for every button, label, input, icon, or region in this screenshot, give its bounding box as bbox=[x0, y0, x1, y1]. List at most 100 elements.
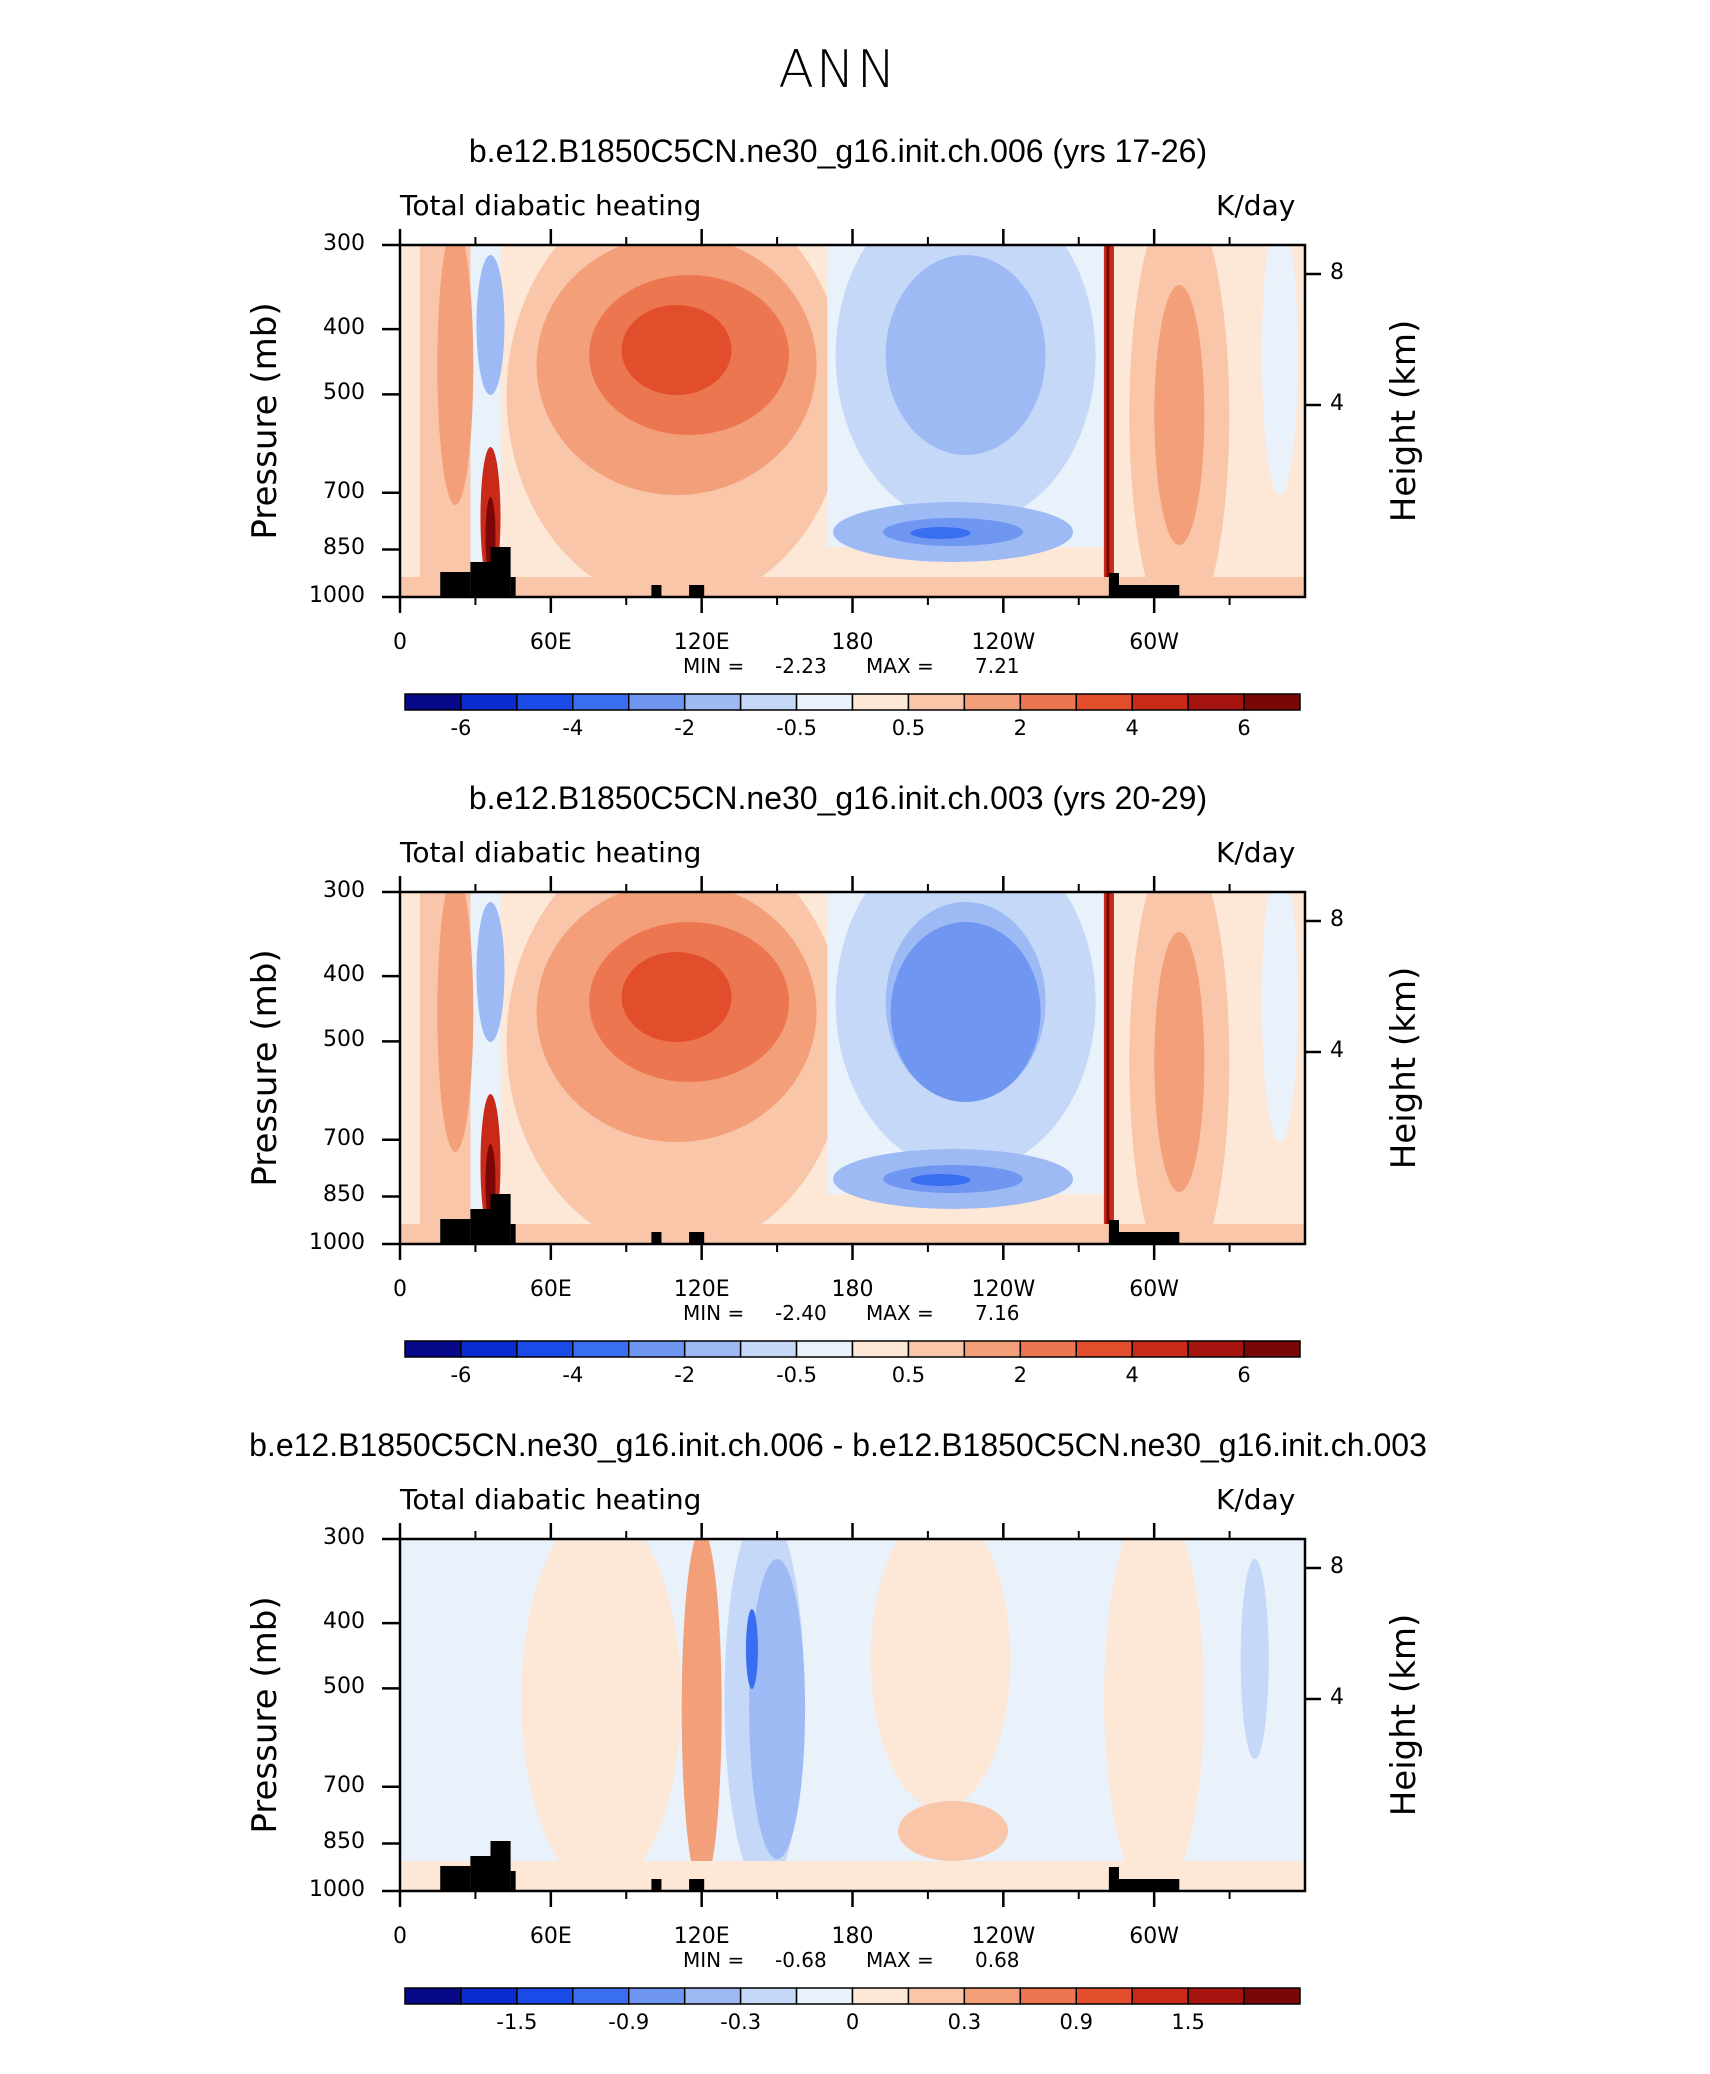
colorbar-bin bbox=[460, 1340, 518, 1358]
field-warm-region bbox=[1154, 932, 1205, 1192]
topography-mask bbox=[440, 1866, 471, 1891]
field-cool-low-peak bbox=[910, 1174, 971, 1186]
colorbar-bin bbox=[795, 1340, 854, 1358]
height-tick-label: 4 bbox=[1330, 391, 1344, 416]
max-label: MAX = bbox=[866, 1301, 934, 1325]
field-cool-column bbox=[1261, 892, 1298, 1142]
colorbar-bin bbox=[404, 1340, 462, 1358]
topography-mask bbox=[1108, 1232, 1180, 1244]
colorbar-bin bbox=[851, 693, 910, 711]
field-cool-column bbox=[1261, 245, 1298, 495]
field-warm-region bbox=[1154, 285, 1205, 545]
topography-mask bbox=[490, 547, 511, 597]
colorbar-label: -4 bbox=[562, 1363, 584, 1387]
colorbar-label: 0.5 bbox=[891, 1363, 926, 1387]
colorbar-label: 0.3 bbox=[947, 2010, 982, 2034]
y-tick-label: 850 bbox=[323, 1182, 365, 1208]
colorbar-label: 4 bbox=[1125, 1363, 1139, 1387]
colorbar-label: 2 bbox=[1013, 1363, 1027, 1387]
colorbar-bin bbox=[516, 693, 574, 711]
colorbar-bin bbox=[1131, 1987, 1189, 2005]
panel-1 bbox=[382, 229, 1321, 711]
colorbar-bin bbox=[460, 693, 518, 711]
colorbar-bin bbox=[795, 693, 854, 711]
y-tick-label: 500 bbox=[323, 1027, 365, 1053]
topography-mask bbox=[490, 1841, 511, 1891]
colorbar-bin bbox=[1187, 693, 1245, 711]
topography-mask bbox=[651, 1232, 662, 1244]
y-tick-label: 700 bbox=[323, 1125, 365, 1151]
topography-mask bbox=[1108, 1879, 1180, 1891]
min-label: MIN = bbox=[683, 1301, 745, 1325]
y-tick-label: 700 bbox=[323, 478, 365, 504]
colorbar-label: 2 bbox=[1013, 716, 1027, 740]
height-tick-label: 4 bbox=[1330, 1038, 1344, 1063]
contour-field bbox=[400, 892, 1305, 1244]
field-cool-region bbox=[749, 1559, 806, 1859]
colorbar-bin bbox=[404, 693, 462, 711]
panel-title: b.e12.B1850C5CN.ne30_g16.init.ch.006 - b… bbox=[249, 1427, 1427, 1463]
topography-mask bbox=[440, 1219, 471, 1244]
y-tick-label: 1000 bbox=[309, 1230, 365, 1255]
field-hot-column-peak bbox=[1106, 892, 1110, 1244]
contour-field bbox=[400, 245, 1305, 597]
units-label: K/day bbox=[1216, 1483, 1296, 1516]
topography-mask bbox=[689, 1232, 705, 1244]
colorbar-bin bbox=[516, 1987, 574, 2005]
topography-mask bbox=[689, 585, 705, 597]
y-tick-label: 1000 bbox=[309, 1877, 365, 1902]
panel-3 bbox=[382, 1523, 1321, 2005]
topography-mask bbox=[651, 585, 662, 597]
field-warm-region bbox=[870, 1539, 1011, 1809]
x-tick-label: 60E bbox=[529, 630, 572, 655]
colorbar-label: -2 bbox=[674, 1363, 696, 1387]
field-surface-band bbox=[400, 577, 1305, 597]
x-tick-label: 180 bbox=[831, 630, 874, 655]
field-hot-column-peak bbox=[1106, 245, 1110, 597]
colorbar-label: -0.5 bbox=[776, 1363, 818, 1387]
max-label: MAX = bbox=[866, 1948, 934, 1972]
colorbar-bin bbox=[963, 693, 1022, 711]
field-cool-low-peak bbox=[910, 527, 971, 539]
field-warm-region bbox=[1104, 1539, 1205, 1891]
height-tick-label: 8 bbox=[1330, 1554, 1344, 1579]
topography-mask bbox=[689, 1879, 705, 1891]
x-tick-label: 120E bbox=[673, 1924, 730, 1949]
x-tick-label: 120E bbox=[673, 1277, 730, 1302]
topography-mask bbox=[1108, 585, 1180, 597]
colorbar-bin bbox=[628, 693, 686, 711]
colorbar-label: 0 bbox=[845, 2010, 860, 2034]
field-cool-peak bbox=[745, 1609, 758, 1689]
panel-title: b.e12.B1850C5CN.ne30_g16.init.ch.006 (yr… bbox=[468, 133, 1208, 169]
x-tick-label: 120W bbox=[971, 1277, 1036, 1302]
colorbar-label: -2 bbox=[674, 716, 696, 740]
y-tick-label: 500 bbox=[323, 380, 365, 406]
colorbar-label: -6 bbox=[450, 1363, 472, 1387]
colorbar-bin bbox=[907, 1340, 966, 1358]
colorbar-bin bbox=[907, 693, 966, 711]
topography-mask bbox=[510, 577, 516, 597]
colorbar-bin bbox=[795, 1987, 854, 2005]
colorbar-bin bbox=[1131, 1340, 1189, 1358]
colorbar bbox=[404, 1340, 1301, 1358]
max-value: 7.16 bbox=[975, 1301, 1020, 1325]
colorbar-label: 1.5 bbox=[1171, 2010, 1205, 2034]
field-cool-core bbox=[476, 255, 505, 395]
colorbar bbox=[404, 693, 1301, 711]
colorbar-bin bbox=[572, 1340, 630, 1358]
x-tick-label: 120W bbox=[971, 1924, 1036, 1949]
colorbar-label: -4 bbox=[562, 716, 584, 740]
variable-label: Total diabatic heating bbox=[400, 836, 702, 869]
x-tick-label: 120W bbox=[971, 630, 1036, 655]
colorbar-bin bbox=[1075, 1987, 1133, 2005]
colorbar-bin bbox=[516, 1340, 574, 1358]
panel-2 bbox=[382, 876, 1321, 1358]
units-label: K/day bbox=[1216, 189, 1296, 222]
field-cool-core bbox=[890, 922, 1041, 1102]
x-tick-label: 180 bbox=[831, 1277, 874, 1302]
y-tick-label: 400 bbox=[323, 315, 365, 341]
colorbar-bin bbox=[739, 693, 798, 711]
min-value: -2.40 bbox=[775, 1301, 827, 1325]
y-tick-label: 400 bbox=[323, 962, 365, 988]
field-warm-peak bbox=[621, 952, 732, 1042]
